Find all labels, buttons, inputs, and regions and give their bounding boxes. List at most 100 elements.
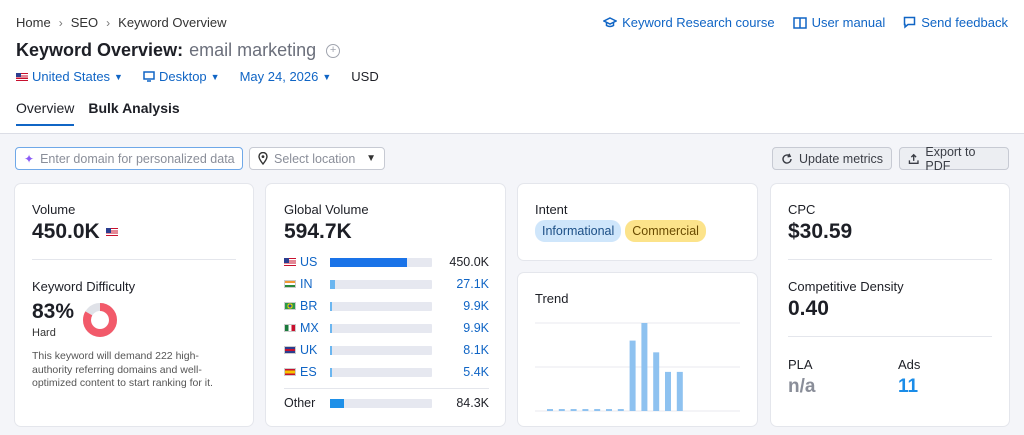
tab-overview[interactable]: Overview bbox=[16, 100, 75, 126]
density-label: Competitive Density bbox=[788, 279, 904, 294]
trend-bar[interactable] bbox=[582, 409, 589, 411]
page-title: Keyword Overview: email marketing + bbox=[16, 40, 341, 61]
country-row-us[interactable]: US 450.0K bbox=[284, 254, 489, 270]
country-row-br[interactable]: BR 9.9K bbox=[284, 298, 489, 314]
country-value: 9.9K bbox=[463, 321, 489, 335]
pla-label: PLA bbox=[788, 357, 813, 372]
currency-label: USD bbox=[351, 69, 379, 84]
country-row-in[interactable]: IN 27.1K bbox=[284, 276, 489, 292]
country-value: 8.1K bbox=[463, 343, 489, 357]
location-placeholder: Select location bbox=[274, 151, 356, 166]
india-flag-icon bbox=[284, 280, 296, 288]
trend-bar[interactable] bbox=[665, 371, 671, 411]
kd-description: This keyword will demand 222 high-author… bbox=[32, 350, 213, 389]
trend-bar[interactable] bbox=[653, 352, 660, 411]
export-pdf-button[interactable]: Export to PDF bbox=[899, 144, 1009, 173]
other-value: 84.3K bbox=[456, 396, 489, 410]
trend-bar[interactable] bbox=[558, 409, 565, 411]
chevron-down-icon: ▼ bbox=[322, 71, 332, 82]
share-bar bbox=[330, 301, 432, 311]
export-pdf-label: Export to PDF bbox=[925, 144, 976, 173]
sparkle-icon: ✦ bbox=[24, 151, 35, 166]
tab-bulk-analysis[interactable]: Bulk Analysis bbox=[88, 100, 180, 116]
keyword-course-link[interactable]: Keyword Research course bbox=[603, 15, 775, 30]
mexico-flag-icon bbox=[284, 324, 296, 332]
breadcrumb: Home › SEO › Keyword Overview bbox=[16, 15, 227, 30]
volume-label: Volume bbox=[32, 202, 76, 217]
chevron-right-icon: › bbox=[106, 15, 111, 30]
user-manual-link[interactable]: User manual bbox=[792, 15, 886, 30]
us-flag-icon bbox=[16, 72, 28, 81]
device-dropdown[interactable]: Desktop ▼ bbox=[143, 69, 220, 84]
trend-bar[interactable] bbox=[676, 371, 683, 411]
share-bar bbox=[330, 279, 432, 289]
us-flag-icon bbox=[284, 258, 296, 266]
location-pin-icon bbox=[258, 152, 268, 165]
keyword-course-label: Keyword Research course bbox=[622, 15, 775, 30]
update-metrics-label: Update metrics bbox=[799, 151, 884, 166]
kd-value: 83% bbox=[32, 300, 75, 323]
chevron-down-icon: ▼ bbox=[210, 71, 220, 82]
country-dropdown[interactable]: United States ▼ bbox=[16, 69, 123, 84]
country-code: MX bbox=[300, 321, 319, 335]
trend-bar[interactable] bbox=[629, 340, 636, 411]
trend-bar[interactable] bbox=[606, 409, 612, 411]
trend-bar[interactable] bbox=[547, 409, 553, 411]
country-code: US bbox=[300, 255, 318, 269]
breadcrumb-home[interactable]: Home bbox=[16, 15, 51, 30]
kd-level: Hard bbox=[32, 327, 56, 339]
upload-icon bbox=[908, 153, 919, 164]
cpc-value: $30.59 bbox=[788, 220, 853, 243]
share-bar bbox=[330, 323, 432, 333]
header-links: Keyword Research course User manual Send… bbox=[603, 15, 1008, 30]
add-to-list-icon[interactable]: + bbox=[326, 43, 341, 58]
update-metrics-button[interactable]: Update metrics bbox=[772, 147, 893, 170]
trend-bar[interactable] bbox=[617, 409, 624, 411]
book-icon bbox=[792, 16, 807, 29]
global-volume-value: 594.7K bbox=[284, 220, 352, 243]
title-keyword: email marketing bbox=[189, 40, 317, 60]
divider bbox=[788, 336, 992, 337]
uk-flag-icon bbox=[284, 346, 296, 354]
send-feedback-link[interactable]: Send feedback bbox=[903, 15, 1008, 30]
date-dropdown[interactable]: May 24, 2026 ▼ bbox=[240, 69, 332, 84]
trend-bar[interactable] bbox=[594, 409, 601, 411]
country-value: 450.0K bbox=[449, 255, 489, 269]
share-bar bbox=[330, 398, 432, 408]
trend-label: Trend bbox=[535, 291, 569, 306]
intent-tags: Informational Commercial bbox=[535, 220, 706, 242]
ads-label: Ads bbox=[898, 357, 921, 372]
chevron-down-icon: ▼ bbox=[366, 153, 376, 164]
intent-label: Intent bbox=[535, 202, 568, 217]
intent-card: Intent Informational Commercial bbox=[518, 184, 757, 260]
spain-flag-icon bbox=[284, 368, 296, 376]
trend-bar[interactable] bbox=[570, 409, 577, 411]
us-flag-icon bbox=[105, 228, 118, 236]
page-header: Home › SEO › Keyword Overview Keyword Re… bbox=[0, 0, 1024, 134]
ads-value[interactable]: 11 bbox=[898, 376, 919, 397]
country-value: 9.9K bbox=[463, 299, 489, 313]
brazil-flag-icon bbox=[284, 302, 296, 310]
country-row-mx[interactable]: MX 9.9K bbox=[284, 320, 489, 336]
filters-bar: United States ▼ Desktop ▼ May 24, 2026 ▼… bbox=[16, 69, 379, 84]
breadcrumb-seo[interactable]: SEO bbox=[70, 15, 99, 30]
trend-bar[interactable] bbox=[641, 323, 648, 411]
domain-placeholder: Enter domain for personalized data bbox=[40, 151, 235, 166]
toolbar: ✦ Enter domain for personalized data Sel… bbox=[15, 144, 1009, 173]
country-label: United States bbox=[32, 69, 111, 84]
divider bbox=[32, 259, 236, 260]
domain-input[interactable]: ✦ Enter domain for personalized data bbox=[15, 147, 243, 170]
country-value: 27.1K bbox=[456, 277, 489, 291]
device-label: Desktop bbox=[158, 69, 207, 84]
date-label: May 24, 2026 bbox=[239, 69, 319, 84]
country-code: ES bbox=[300, 365, 317, 379]
user-manual-label: User manual bbox=[811, 15, 886, 30]
country-row-uk[interactable]: UK 8.1K bbox=[284, 342, 489, 358]
tab-bar: Overview Bulk Analysis bbox=[16, 100, 180, 126]
country-row-other: Other 84.3K bbox=[284, 395, 489, 411]
volume-kd-card: Volume 450.0K Keyword Difficulty 83% Har… bbox=[15, 184, 253, 426]
country-row-es[interactable]: ES 5.4K bbox=[284, 364, 489, 380]
location-select[interactable]: Select location ▼ bbox=[249, 147, 385, 170]
country-code: BR bbox=[300, 299, 318, 313]
intent-tag-informational: Informational bbox=[535, 220, 622, 242]
